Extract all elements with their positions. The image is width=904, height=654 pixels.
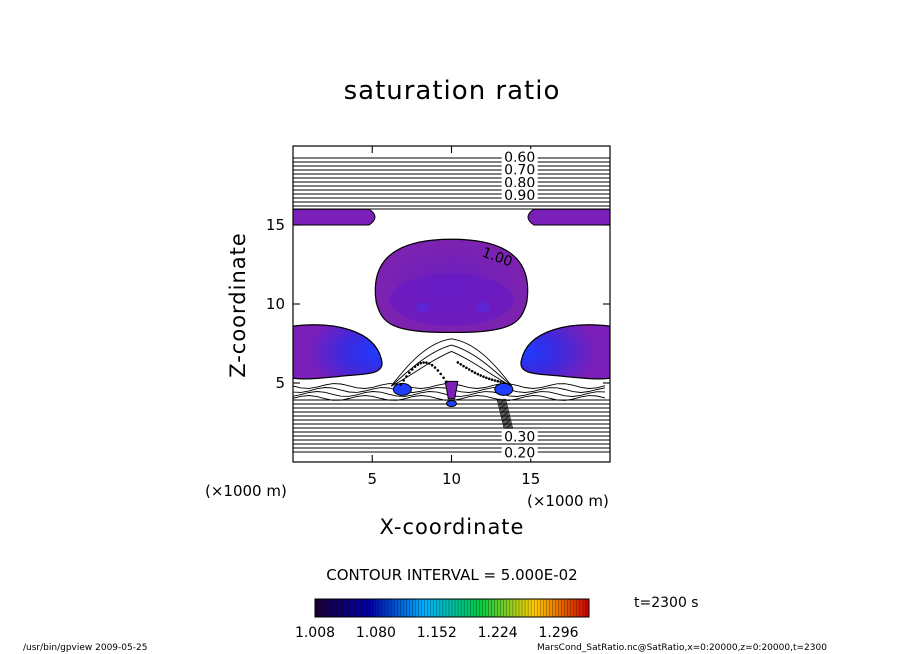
plume-dot xyxy=(462,364,465,368)
x-tick-label: 5 xyxy=(367,470,377,488)
plume-dot xyxy=(416,363,420,366)
colorbar-tick-label: 1.224 xyxy=(478,625,518,641)
chart-title: saturation ratio xyxy=(343,76,561,106)
contour-label-bg xyxy=(501,428,538,443)
x-tick-label: 15 xyxy=(521,470,540,488)
plume-dot xyxy=(465,366,468,370)
plume-dot xyxy=(496,379,500,383)
plume-dot xyxy=(445,380,448,384)
y-tick-label: 10 xyxy=(266,295,285,313)
contour-line-wavy xyxy=(293,395,606,401)
plume-dot xyxy=(502,381,505,384)
plume-dot xyxy=(405,375,408,378)
contour-label-text: 0.20 xyxy=(504,446,535,462)
plume-dot xyxy=(442,376,445,380)
dense-contour xyxy=(496,398,506,434)
plume-dot xyxy=(493,379,497,382)
plume-contour xyxy=(391,350,512,387)
contour-label: 0.90 xyxy=(501,186,538,204)
plume-dot xyxy=(470,369,474,373)
plume-dot xyxy=(410,368,414,371)
small-cell-base xyxy=(446,400,457,408)
plume-dot xyxy=(413,365,417,368)
contour-label-bg xyxy=(501,174,538,189)
plume-dot xyxy=(408,371,411,375)
shaded-lobe-right xyxy=(520,324,610,380)
contour-label-text: 0.90 xyxy=(504,188,535,204)
dense-contour xyxy=(503,398,513,434)
dense-contour xyxy=(497,398,507,434)
plume-dot xyxy=(487,377,491,381)
contour-label-bg xyxy=(501,149,538,164)
small-cell-center xyxy=(444,380,459,400)
plume-dot xyxy=(422,361,425,364)
dome-spot-right xyxy=(476,302,491,313)
colorbar-frame xyxy=(314,598,590,618)
shaded-lobe-left xyxy=(293,324,383,380)
plume-dot xyxy=(419,361,423,365)
y-tick-label: 5 xyxy=(275,374,285,392)
plume-dot xyxy=(473,371,477,375)
plume-dot xyxy=(479,374,482,377)
contour-label-text: 0.30 xyxy=(504,430,535,446)
plume-dot xyxy=(425,361,428,364)
contour-label: 0.30 xyxy=(501,428,538,446)
plume-dot xyxy=(485,376,488,380)
plume-dot xyxy=(459,362,462,366)
colorbar: 1.008 1.080 1.152 1.224 1.296 xyxy=(295,598,590,641)
dense-contour xyxy=(501,398,511,434)
dome-spot-left xyxy=(415,302,430,313)
z-unit-label: (×1000 m) xyxy=(527,492,609,510)
plot-area xyxy=(293,157,610,453)
x-axis-label: X-coordinate xyxy=(379,515,525,539)
plume-dot xyxy=(456,361,460,364)
contour-label-bg xyxy=(501,186,538,201)
contour-label: 0.20 xyxy=(501,444,538,462)
x-tick-label: 10 xyxy=(442,470,461,488)
dome-core xyxy=(389,273,514,326)
plume-dot xyxy=(436,369,440,372)
y-tick-label: 15 xyxy=(266,216,285,234)
plume-dot xyxy=(490,378,494,381)
plume-contour xyxy=(390,338,513,387)
axes: 5 10 15 5 10 15 xyxy=(266,146,610,488)
plume-dot xyxy=(399,383,403,386)
plume-contour xyxy=(390,344,513,387)
x-unit-label: (×1000 m) xyxy=(205,482,287,500)
plume-dot xyxy=(467,368,471,371)
colorbar-tick-label: 1.080 xyxy=(356,625,396,641)
contour-line-wavy xyxy=(293,391,606,397)
shaded-band-left xyxy=(293,208,376,226)
shaded-band-right xyxy=(527,208,610,226)
colorbar-tick-label: 1.152 xyxy=(417,625,457,641)
plume-dot xyxy=(439,372,443,376)
plume-dot xyxy=(482,375,485,378)
dense-contour xyxy=(499,398,509,434)
dense-contour xyxy=(505,398,515,434)
contour-labels: 0.600.700.800.901.000.300.20 xyxy=(480,149,538,462)
footer-left: /usr/bin/gpview 2009-05-25 xyxy=(23,643,148,653)
contour-interval-text: CONTOUR INTERVAL = 5.000E-02 xyxy=(326,566,578,584)
plume-dot xyxy=(402,379,405,382)
contour-label-bg xyxy=(501,161,538,176)
small-cell-left xyxy=(392,382,412,396)
time-label: t=2300 s xyxy=(634,595,699,611)
footer-right: MarsCond_SatRatio.nc@SatRatio,x=0:20000,… xyxy=(537,643,827,653)
contour-line-wavy xyxy=(293,387,606,393)
plume-dot xyxy=(430,363,434,367)
colorbar-tick-label: 1.296 xyxy=(539,625,579,641)
dense-contour xyxy=(502,398,512,434)
contour-label-bg xyxy=(501,444,538,459)
plume-dot xyxy=(428,362,431,365)
colorbar-tick-label: 1.008 xyxy=(295,625,335,641)
plume-dot xyxy=(433,366,437,369)
dense-contour xyxy=(500,398,510,434)
plume-dot xyxy=(476,372,480,376)
plume-dot xyxy=(499,380,502,384)
